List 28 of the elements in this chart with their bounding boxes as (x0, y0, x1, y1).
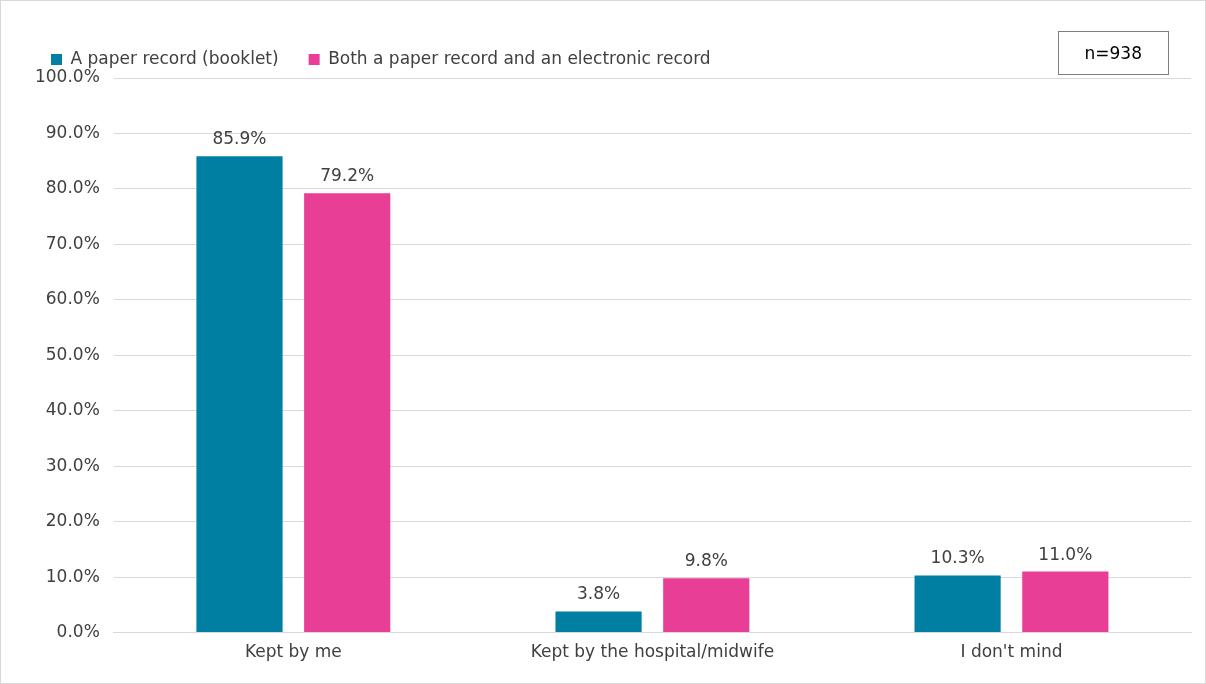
data-label: 11.0% (1038, 543, 1093, 564)
data-label: 85.9% (212, 128, 267, 149)
bar (304, 193, 391, 633)
y-tick-label: 40.0% (45, 399, 100, 420)
legend-label: A paper record (booklet) (70, 47, 279, 68)
y-tick-label: 80.0% (45, 177, 100, 198)
y-tick-label: 50.0% (45, 343, 100, 364)
y-tick-label: 10.0% (45, 565, 100, 586)
bar (196, 156, 283, 633)
text: n=938 (1057, 31, 1169, 75)
x-tick-label: Kept by the hospital/midwife (530, 641, 775, 662)
y-tick-label: 0.0% (56, 621, 100, 642)
y-tick-label: 20.0% (45, 510, 100, 531)
data-label: 10.3% (930, 547, 985, 568)
legend-label: Both a paper record and an electronic record (328, 47, 711, 68)
bar (663, 578, 750, 633)
y-tick-label: 90.0% (45, 121, 100, 142)
data-label: 9.8% (684, 550, 728, 571)
y-tick-label: 60.0% (45, 288, 100, 309)
x-tick-label: I don't mind (960, 641, 1063, 662)
y-tick-label: 70.0% (45, 232, 100, 253)
data-label: 3.8% (576, 583, 621, 604)
bar (914, 575, 1001, 633)
bar (555, 611, 642, 633)
bar (1022, 571, 1109, 633)
y-tick-label: 30.0% (45, 454, 100, 475)
data-label: 79.2% (320, 165, 375, 186)
x-tick-label: Kept by me (244, 641, 342, 662)
